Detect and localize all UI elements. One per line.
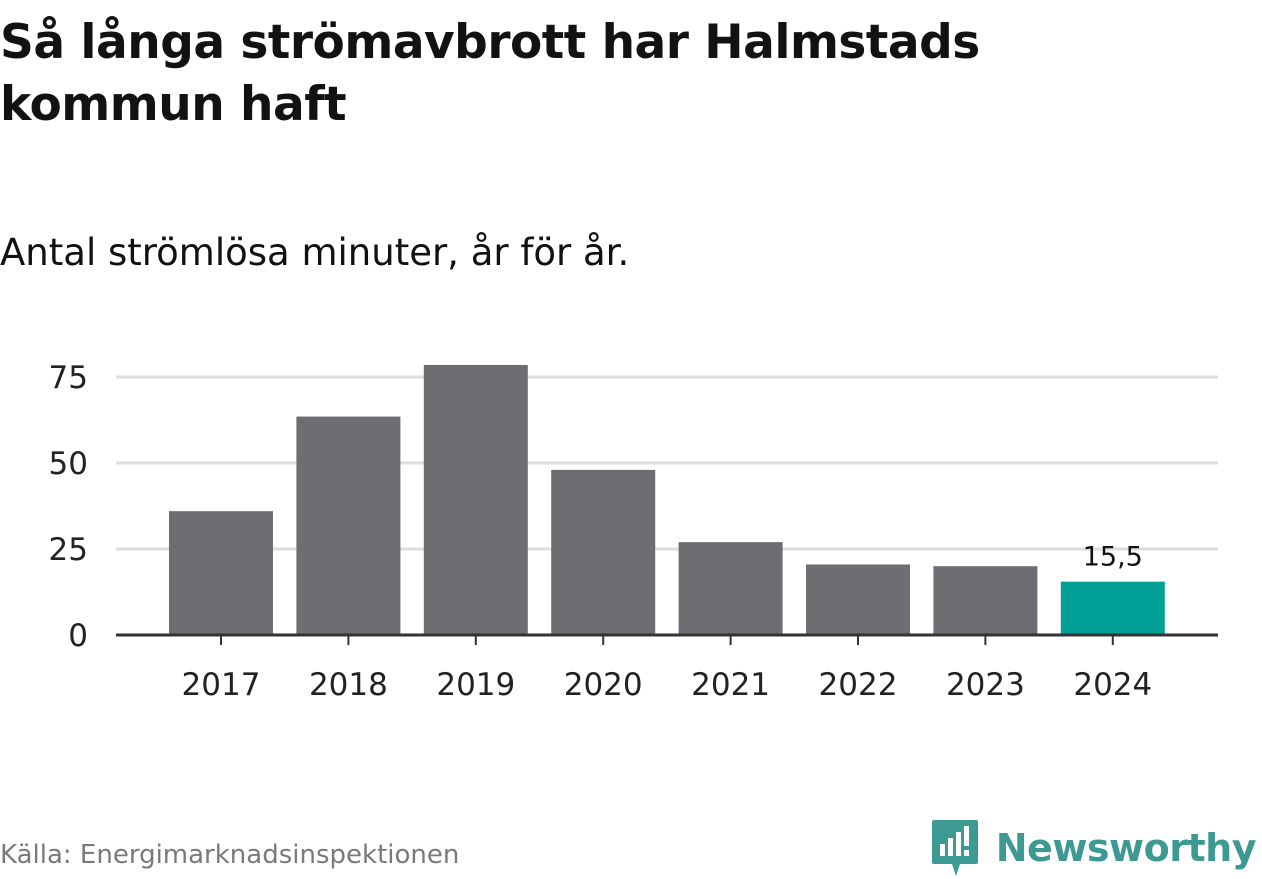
bar-2019 — [423, 364, 528, 635]
y-tick-label: 50 — [49, 446, 88, 482]
bar-2024 — [1060, 581, 1165, 635]
y-tick-label: 25 — [49, 532, 88, 568]
bar-2020 — [551, 469, 656, 635]
y-axis-ticks: 0 25 50 75 — [49, 360, 88, 654]
bar-2017 — [169, 511, 273, 635]
bar-2018 — [296, 416, 401, 635]
bars — [169, 364, 1165, 635]
bar-chart: 0 25 50 75 2017 2018 2019 2020 2021 2022 2023 2024… — [49, 360, 1218, 703]
x-tick-label: 2019 — [436, 667, 515, 703]
x-tick-label: 2020 — [564, 667, 643, 703]
bar-2023 — [933, 566, 1038, 635]
x-axis-ticks: 2017 2018 2019 2020 2021 2022 2023 2024 — [182, 635, 1152, 703]
x-tick-label: 2017 — [182, 667, 261, 703]
y-tick-label: 75 — [49, 360, 88, 396]
brand-name: Newsworthy — [995, 826, 1257, 870]
y-tick-label: 0 — [68, 618, 88, 654]
x-tick-label: 2023 — [946, 667, 1025, 703]
data-labels: 15,5 — [1083, 542, 1143, 573]
chart-title: Så långa strömavbrott har Halmstads komm… — [0, 15, 980, 132]
gridlines — [116, 375, 1218, 551]
x-tick-label: 2021 — [691, 667, 770, 703]
brand: Newsworthy — [930, 818, 1257, 878]
x-tick-label: 2022 — [819, 667, 898, 703]
data-label: 15,5 — [1083, 542, 1143, 573]
x-tick-label: 2018 — [309, 667, 388, 703]
bar-2021 — [678, 542, 783, 635]
bar-chart-speech-bubble-icon — [931, 820, 978, 876]
x-tick-label: 2024 — [1073, 667, 1152, 703]
source-note: Källa: Energimarknadsinspektionen — [0, 840, 460, 870]
bar-2022 — [806, 564, 910, 635]
chart-subtitle: Antal strömlösa minuter, år för år. — [0, 231, 630, 274]
